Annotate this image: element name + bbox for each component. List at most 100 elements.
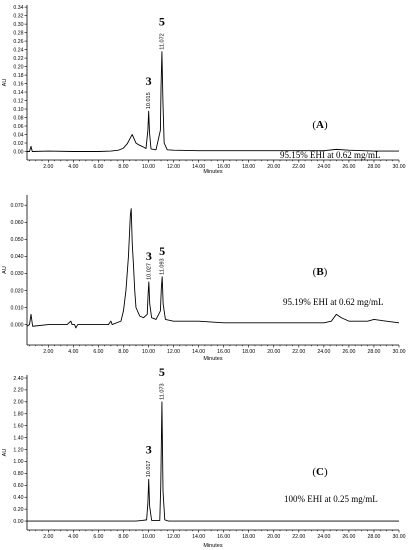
x-tick-label: 20.00 xyxy=(267,164,280,170)
x-tick-label: 24.00 xyxy=(317,534,330,540)
panel-annotation: 95.15% EHI at 0.62 mg/mL xyxy=(280,150,381,160)
x-tick-label: 6.00 xyxy=(93,349,103,355)
peak-label: 11.093 xyxy=(160,258,166,274)
y-tick-label: 1.80 xyxy=(13,412,23,418)
y-tick-label: 0.00 xyxy=(13,149,23,155)
y-tick-label: 0.26 xyxy=(13,39,23,45)
y-tick-label: 2.40 xyxy=(13,376,23,382)
x-tick-label: 18.00 xyxy=(242,349,255,355)
y-tick-label: 0.40 xyxy=(13,495,23,501)
x-tick-label: 28.00 xyxy=(367,349,380,355)
y-tick-label: 1.00 xyxy=(13,459,23,465)
y-tick-label: 1.60 xyxy=(13,423,23,429)
x-tick-label: 18.00 xyxy=(242,164,255,170)
x-tick-label: 2.00 xyxy=(43,164,53,170)
x-tick-label: 18.00 xyxy=(242,534,255,540)
compound-label: 5 xyxy=(159,15,165,29)
x-tick-label: 12.00 xyxy=(167,534,180,540)
y-tick-label: 0.16 xyxy=(13,81,23,87)
x-tick-label: 22.00 xyxy=(292,534,305,540)
y-tick-label: 0.030 xyxy=(11,271,24,277)
y-tick-label: 0.02 xyxy=(13,141,23,147)
compound-label: 3 xyxy=(146,249,152,263)
x-tick-label: 8.00 xyxy=(118,164,128,170)
x-tick-label: 20.00 xyxy=(267,349,280,355)
panel-label: (B) xyxy=(313,266,328,278)
x-tick-label: 16.00 xyxy=(217,534,230,540)
y-tick-label: 0.32 xyxy=(13,13,23,19)
compound-label: 3 xyxy=(146,74,152,88)
x-tick-label: 30.00 xyxy=(393,164,406,170)
x-axis-label: Minutes xyxy=(203,169,223,175)
y-tick-label: 1.20 xyxy=(13,447,23,453)
y-tick-label: 0.22 xyxy=(13,56,23,62)
x-tick-label: 16.00 xyxy=(217,164,230,170)
x-tick-label: 12.00 xyxy=(167,349,180,355)
y-tick-label: 0.070 xyxy=(11,203,24,209)
x-tick-label: 12.00 xyxy=(167,164,180,170)
x-tick-label: 24.00 xyxy=(317,349,330,355)
y-tick-label: 1.40 xyxy=(13,435,23,441)
y-tick-label: 0.80 xyxy=(13,471,23,477)
chromatogram-trace xyxy=(27,51,399,152)
x-tick-label: 6.00 xyxy=(93,164,103,170)
y-tick-label: 2.20 xyxy=(13,388,23,394)
chromatogram-panel-c: 0.00 0.20 0.40 0.60 0.80 1.00 1.20 1.40 1.60 1.80… xyxy=(2,365,406,549)
compound-label: 5 xyxy=(159,365,165,379)
x-tick-label: 4.00 xyxy=(68,349,78,355)
panel-annotation: 95.19% EHI at 0.62 mg/mL xyxy=(283,297,384,307)
y-tick-label: 0.06 xyxy=(13,124,23,130)
x-axis-label: Minutes xyxy=(203,543,223,549)
panel-label: (A) xyxy=(312,119,328,131)
x-tick-label: 14.00 xyxy=(192,534,205,540)
y-tick-label: 0.10 xyxy=(13,107,23,113)
y-tick-label: 0.20 xyxy=(13,64,23,70)
compound-label: 5 xyxy=(159,244,165,258)
x-tick-label: 16.00 xyxy=(217,349,230,355)
peak-label: 11.072 xyxy=(159,33,165,49)
peak-label: 10.017 xyxy=(146,460,152,477)
y-tick-label: 2.00 xyxy=(13,400,23,406)
chromatogram-panel-a: 0.00 0.02 0.04 0.06 0.08 0.10 0.12 0.14 0.16 0.18… xyxy=(2,5,406,175)
x-tick-label: 8.00 xyxy=(118,534,128,540)
y-tick-label: 0.14 xyxy=(13,90,23,96)
x-tick-label: 26.00 xyxy=(342,349,355,355)
y-tick-label: 0.12 xyxy=(13,98,23,104)
y-tick-label: 0.060 xyxy=(11,220,24,226)
x-tick-label: 26.00 xyxy=(342,164,355,170)
y-tick-label: 0.00 xyxy=(13,519,23,525)
x-tick-label: 14.00 xyxy=(192,349,205,355)
y-tick-label: 0.010 xyxy=(11,305,24,311)
x-tick-label: 26.00 xyxy=(342,534,355,540)
y-tick-label: 0.20 xyxy=(13,507,23,513)
x-tick-label: 30.00 xyxy=(393,349,406,355)
y-tick-label: 0.040 xyxy=(11,254,24,260)
x-tick-label: 8.00 xyxy=(118,349,128,355)
y-tick-label: 0.24 xyxy=(13,47,23,53)
y-tick-label: 0.60 xyxy=(13,483,23,489)
peak-label: 10.015 xyxy=(146,92,152,109)
y-tick-label: 0.18 xyxy=(13,73,23,79)
peak-label: 11.073 xyxy=(159,383,165,399)
x-tick-label: 6.00 xyxy=(93,534,103,540)
x-tick-label: 28.00 xyxy=(367,534,380,540)
x-axis-label: Minutes xyxy=(203,356,223,362)
x-tick-label: 22.00 xyxy=(292,164,305,170)
compound-label: 3 xyxy=(146,442,152,456)
y-tick-label: 0.050 xyxy=(11,237,24,243)
x-tick-label: 10.00 xyxy=(142,534,155,540)
x-tick-label: 10.00 xyxy=(142,164,155,170)
y-tick-label: 0.34 xyxy=(13,5,23,11)
chromatogram-trace xyxy=(26,208,400,329)
x-tick-label: 24.00 xyxy=(317,164,330,170)
x-tick-label: 10.00 xyxy=(142,349,155,355)
panel-label: (C) xyxy=(312,466,328,478)
x-tick-label: 4.00 xyxy=(68,164,78,170)
x-tick-label: 22.00 xyxy=(292,349,305,355)
x-tick-label: 30.00 xyxy=(393,534,406,540)
chromatogram-panel-b: 0.000 0.010 0.020 0.030 0.040 0.050 0.060 0.070… xyxy=(2,195,406,362)
chromatogram-trace xyxy=(27,401,399,522)
peak-label: 10.027 xyxy=(146,263,152,280)
y-tick-label: 0.04 xyxy=(13,132,23,138)
